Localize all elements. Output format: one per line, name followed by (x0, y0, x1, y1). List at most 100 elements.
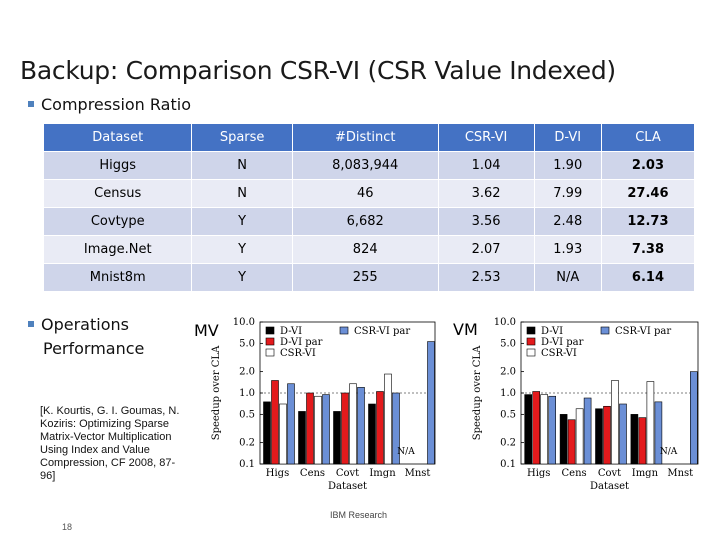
bullet-compression-ratio: Compression Ratio (28, 95, 191, 114)
bar-d-vi (595, 408, 603, 465)
table-cell: Higgs (44, 151, 193, 180)
y-tick-label: 10.0 (233, 317, 255, 328)
y-tick-label: 5.0 (239, 338, 255, 349)
legend-swatch (526, 326, 536, 335)
legend-swatch (339, 326, 349, 335)
bar-d-vi-par (341, 392, 349, 465)
table-cell: Y (191, 207, 293, 236)
table-cell: Image.Net (44, 235, 193, 264)
na-annotation: N/A (397, 447, 415, 457)
table-cell: Y (191, 263, 293, 291)
bar-d-vi-par (532, 391, 540, 465)
table-header: Dataset (44, 124, 193, 152)
bullet-ops-line1: Operations (41, 315, 129, 334)
legend-label: D-VI par (541, 337, 584, 348)
table-header-row: Dataset Sparse #Distinct CSR-VI D-VI CLA (44, 124, 696, 152)
bullet-ops-line2: Performance (43, 339, 145, 358)
table-cell: 2.53 (438, 263, 535, 291)
bar-d-vi-par (306, 392, 314, 465)
legend-label: D-VI (280, 326, 302, 337)
x-tick-label: Imgn (632, 468, 659, 479)
legend-swatch (600, 326, 610, 335)
y-axis-label: Speedup over CLA (472, 345, 483, 440)
legend-label: CSR-VI (280, 348, 316, 359)
y-tick-label: 10.0 (494, 317, 516, 328)
bar-csr-vi (540, 394, 548, 465)
table-row: Image.Net Y 824 2.07 1.93 7.38 (44, 235, 696, 264)
legend-label: D-VI (541, 326, 563, 337)
bar-d-vi-par (376, 391, 384, 465)
bar-csr-vi (611, 380, 619, 465)
bar-csr-vi (314, 395, 322, 465)
bar-csr-vi-par (619, 403, 627, 465)
bar-csr-vi (646, 381, 655, 465)
legend-swatch (526, 348, 536, 357)
y-tick-label: 0.5 (500, 409, 516, 420)
bar-d-vi-par (638, 417, 647, 465)
bullet-compression-label: Compression Ratio (41, 95, 191, 114)
bullet-operations-performance: Operations Performance (28, 313, 144, 361)
table-row: Covtype Y 6,682 3.56 2.48 12.73 (44, 207, 696, 236)
bar-csr-vi-par (654, 401, 663, 465)
y-tick-label: 0.2 (500, 438, 516, 449)
compression-table: Dataset Sparse #Distinct CSR-VI D-VI CLA… (44, 124, 696, 291)
bar-d-vi (263, 401, 271, 465)
footer-ibm-research: IBM Research (330, 510, 388, 520)
bar-d-vi (298, 411, 306, 465)
bullet-square-icon (28, 320, 34, 327)
legend-swatch (265, 337, 275, 346)
page-number: 18 (62, 522, 73, 532)
legend-label: CSR-VI par (354, 326, 410, 337)
table-header: Sparse (191, 124, 293, 152)
citation-text: [K. Kourtis, G. I. Goumas, N. Koziris: O… (40, 405, 180, 482)
table-cell: 7.99 (534, 179, 602, 208)
x-tick-label: Covt (336, 468, 359, 479)
table-cell: 12.73 (601, 207, 696, 236)
table-cell: 2.07 (438, 235, 535, 264)
y-tick-label: 0.2 (239, 438, 255, 449)
table-cell: 3.56 (438, 207, 535, 236)
table-cell: 6.14 (601, 263, 696, 291)
y-tick-label: 2.0 (500, 367, 516, 378)
y-tick-label: 1.0 (239, 388, 255, 399)
x-tick-label: Higs (266, 468, 289, 479)
table-row: Census N 46 3.62 7.99 27.46 (44, 179, 696, 208)
bar-d-vi (368, 403, 376, 465)
table-header: D-VI (534, 124, 602, 152)
table-cell: Y (191, 235, 293, 264)
bar-d-vi (333, 411, 341, 465)
y-tick-label: 0.1 (239, 459, 255, 470)
bar-csr-vi (279, 403, 287, 465)
bar-d-vi (524, 394, 533, 465)
y-tick-label: 5.0 (500, 338, 516, 349)
legend-swatch (265, 326, 275, 335)
bar-csr-vi-par (357, 387, 365, 465)
table-cell: Covtype (44, 207, 193, 236)
bar-d-vi-par (271, 380, 279, 465)
y-tick-label: 2.0 (239, 367, 255, 378)
table-cell: 6,682 (292, 207, 439, 236)
table-cell: 8,083,944 (292, 151, 439, 180)
table-cell: N/A (534, 263, 602, 291)
bar-csr-vi-par (583, 397, 592, 465)
x-axis-label: Dataset (590, 481, 629, 492)
table-cell: 27.46 (601, 179, 696, 208)
bar-csr-vi (575, 408, 584, 465)
legend-label: CSR-VI (541, 348, 577, 359)
table-header: CLA (601, 124, 696, 152)
table-cell: 7.38 (601, 235, 696, 264)
legend-label: CSR-VI par (615, 326, 671, 337)
x-tick-label: Mnst (405, 468, 431, 479)
y-tick-label: 0.5 (239, 409, 255, 420)
bar-csr-vi (349, 383, 357, 465)
table-cell: N (191, 179, 293, 208)
x-tick-label: Imgn (369, 468, 396, 479)
bar-csr-vi-par (392, 392, 400, 465)
table-row: Higgs N 8,083,944 1.04 1.90 2.03 (44, 151, 696, 180)
vm-speedup-chart: 10.0 5.0 2.0 1.0 0.5 0.2 0.1 Speedup over CLA Hi… (472, 317, 699, 492)
legend-label: D-VI par (280, 337, 323, 348)
slide-title: Backup: Comparison CSR-VI (CSR Value Ind… (20, 56, 616, 85)
bar-csr-vi-par (322, 394, 330, 465)
bar-d-vi (630, 414, 639, 465)
table-header: CSR-VI (438, 124, 535, 152)
